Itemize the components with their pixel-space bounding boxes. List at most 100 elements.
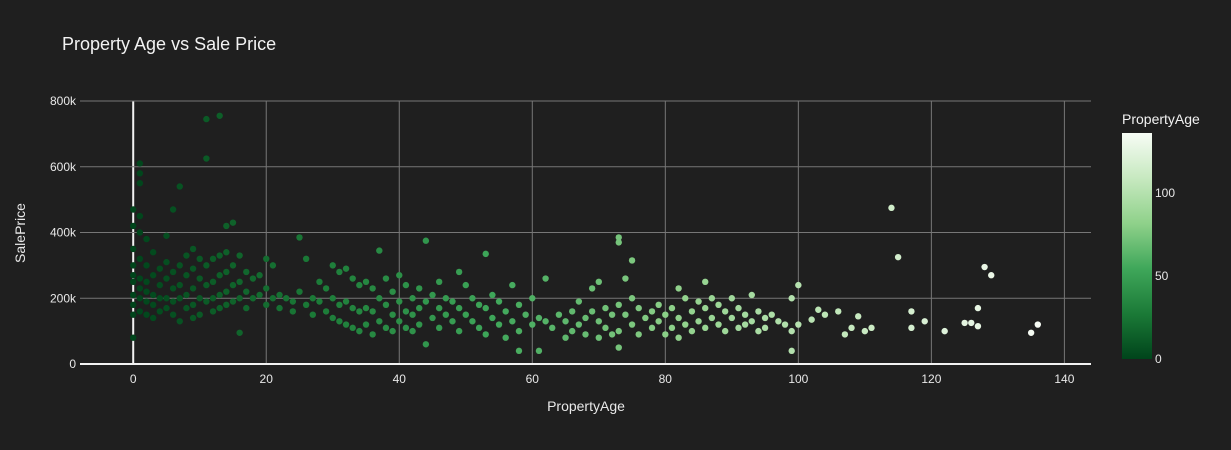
scatter-point xyxy=(555,311,563,318)
scatter-point xyxy=(635,304,642,312)
scatter-point xyxy=(435,304,443,312)
scatter-point xyxy=(389,311,396,318)
scatter-point xyxy=(668,304,676,312)
scatter-point xyxy=(143,311,150,318)
scatter-point xyxy=(196,275,203,282)
scatter-point xyxy=(941,327,948,335)
scatter-point xyxy=(455,304,463,312)
scatter-point xyxy=(136,255,144,262)
scatter-point xyxy=(216,272,223,279)
x-axis-label: PropertyAge xyxy=(547,398,625,414)
y-tick-label: 200k xyxy=(50,291,77,305)
scatter-point xyxy=(495,298,503,305)
scatter-point xyxy=(176,295,183,302)
scatter-point xyxy=(761,324,769,332)
scatter-point xyxy=(761,314,769,322)
scatter-point xyxy=(721,308,729,315)
scatter-point xyxy=(821,311,829,318)
scatter-point xyxy=(482,331,489,338)
scatter-point xyxy=(835,308,842,315)
scatter-point xyxy=(163,275,170,282)
scatter-point xyxy=(515,327,523,335)
scatter-point xyxy=(509,281,516,289)
scatter-point xyxy=(668,324,676,332)
scatter-point xyxy=(522,311,529,318)
scatter-point xyxy=(342,265,350,272)
scatter-point xyxy=(615,239,622,246)
scatter-point xyxy=(755,327,762,335)
scatter-point xyxy=(655,318,662,325)
y-tick-label: 0 xyxy=(69,357,76,371)
scatter-point xyxy=(169,285,177,292)
scatter-point xyxy=(176,281,183,289)
scatter-point xyxy=(203,115,210,123)
scatter-point xyxy=(908,308,915,315)
scatter-point xyxy=(143,262,150,269)
scatter-point xyxy=(702,304,709,312)
scatter-point xyxy=(961,319,968,327)
x-tick-label: 80 xyxy=(659,372,673,386)
scatter-point xyxy=(469,318,476,325)
scatter-point xyxy=(529,295,536,302)
scatter-point xyxy=(276,291,283,299)
scatter-point xyxy=(549,324,556,332)
scatter-point xyxy=(302,255,310,262)
scatter-point xyxy=(183,272,190,279)
scatter-point xyxy=(389,288,396,295)
scatter-point xyxy=(509,318,516,325)
scatter-point xyxy=(908,324,915,332)
scatter-point xyxy=(981,263,988,271)
scatter-point xyxy=(482,304,489,312)
scatter-point xyxy=(216,112,223,119)
scatter-point xyxy=(249,295,257,302)
scatter-point xyxy=(302,301,310,309)
scatter-point xyxy=(708,295,716,302)
scatter-point xyxy=(628,321,636,328)
scatter-point xyxy=(156,265,164,272)
scatter-point xyxy=(362,278,370,286)
scatter-point xyxy=(735,324,742,332)
scatter-point xyxy=(535,347,543,355)
scatter-point xyxy=(568,308,576,315)
scatter-point xyxy=(615,301,622,309)
scatter-point xyxy=(149,314,157,322)
scatter-point xyxy=(396,272,403,279)
scatter-point xyxy=(475,301,483,309)
scatter-point xyxy=(130,245,137,253)
scatter-point xyxy=(169,206,177,213)
scatter-point xyxy=(841,331,849,338)
scatter-point xyxy=(675,314,682,322)
scatter-point xyxy=(329,262,336,269)
scatter-point xyxy=(748,318,755,325)
scatter-point xyxy=(775,318,782,325)
scatter-point xyxy=(715,301,722,309)
scatter-point xyxy=(229,298,237,305)
scatter-point xyxy=(595,334,603,341)
scatter-point xyxy=(316,298,323,305)
scatter-point xyxy=(276,304,283,312)
scatter-point xyxy=(688,308,696,315)
scatter-point xyxy=(143,235,150,243)
scatter-point xyxy=(695,318,702,325)
scatter-point xyxy=(602,304,609,312)
scatter-point xyxy=(815,306,822,313)
scatter-point xyxy=(489,291,496,299)
scatter-point xyxy=(169,268,177,276)
scatter-point xyxy=(209,255,217,262)
scatter-point xyxy=(236,252,243,259)
scatter-point xyxy=(309,311,316,318)
scatter-point xyxy=(223,249,230,256)
scatter-point xyxy=(243,288,250,295)
scatter-point xyxy=(296,234,303,241)
scatter-point xyxy=(176,262,183,269)
scatter-point xyxy=(442,295,450,302)
scatter-point xyxy=(130,262,137,269)
scatter-point xyxy=(588,285,596,292)
scatter-point xyxy=(396,318,403,325)
scatter-point xyxy=(249,275,257,282)
scatter-point xyxy=(169,298,177,305)
scatter-point xyxy=(1027,329,1035,336)
scatter-point xyxy=(675,285,682,292)
y-tick-label: 400k xyxy=(50,226,77,240)
scatter-point xyxy=(416,285,423,292)
